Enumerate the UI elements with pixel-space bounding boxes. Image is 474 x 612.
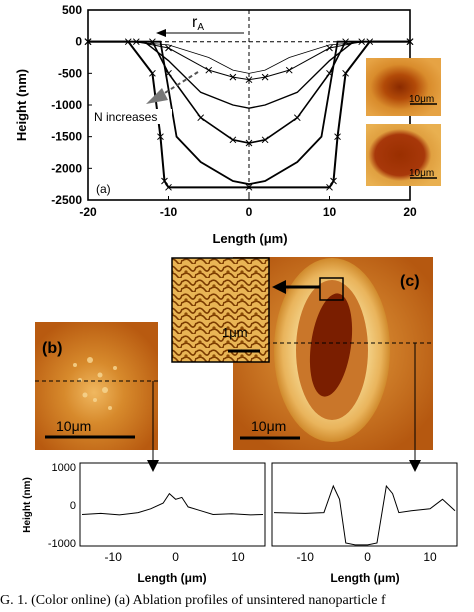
n-arrow-head: [146, 88, 168, 104]
series-marker: [229, 136, 237, 144]
zoom-scale-label: 1μm: [222, 325, 248, 340]
x-tick-label: 10: [423, 550, 437, 564]
series-marker: [285, 66, 293, 74]
afm-c-crater: [309, 293, 353, 397]
afm-images: (b) 10μm 1μm (c) 10μm: [35, 257, 433, 460]
profile-left-frame: [79, 462, 266, 547]
y-tick-label: -2500: [51, 193, 82, 207]
series-marker: [261, 73, 269, 81]
y-tick-label: -1000: [48, 538, 76, 550]
ra-label: rA: [192, 14, 204, 33]
profile-left-ticks: -10 0 10 1000 0 -1000: [48, 462, 245, 564]
afm-inset-1: [366, 58, 441, 116]
profile-left-xlabel: Length (μm): [137, 571, 206, 585]
y-tick-label: -2000: [51, 161, 82, 175]
x-tick-labels: -20 -10 0 10 20: [79, 196, 417, 219]
series-marker: [161, 177, 168, 185]
profile-series-4: [88, 40, 410, 144]
series-marker: [406, 38, 414, 46]
profile-left-series: [81, 492, 264, 516]
profile-left-ylabel: Height (nm): [22, 477, 33, 533]
series-marker: [293, 114, 301, 122]
profiles: -10 0 10 1000 0 -1000 -10 0 10 Height (nm) Leng…: [22, 460, 458, 585]
zoom-arrow-head: [272, 280, 286, 294]
y-tick-label: 0: [75, 35, 82, 49]
afm-c-scale-label: 10μm: [251, 418, 286, 434]
figure-caption: G. 1. (Color online) (a) Ablation profil…: [0, 593, 386, 608]
inset-1-scale-label: 10μm: [409, 94, 434, 105]
zoom-inset: [171, 257, 270, 363]
y-tick-label: 1000: [52, 462, 76, 474]
profile-right-series: [273, 484, 456, 546]
profile-line: [273, 484, 456, 546]
series-marker: [124, 38, 132, 46]
series-marker: [197, 114, 205, 122]
y-axis-title: Height (nm): [14, 69, 29, 141]
x-tick-label: -10: [297, 550, 315, 564]
profile-right-frame: [271, 462, 458, 547]
series-marker: [149, 69, 156, 77]
series-marker: [245, 76, 253, 84]
x-tick-label: -10: [105, 550, 123, 564]
x-tick-label: 0: [364, 550, 371, 564]
x-tick-label: 20: [403, 205, 417, 219]
y-tick-label: -1500: [51, 130, 82, 144]
y-tick-label: -500: [58, 66, 82, 80]
series-marker: [157, 133, 164, 141]
series-marker: [205, 66, 213, 74]
zoom-source-box: [319, 277, 344, 301]
x-tick-label: 10: [323, 205, 337, 219]
series-marker: [229, 73, 237, 81]
y-tick-label: 0: [70, 500, 76, 512]
x-tick-label: 0: [172, 550, 179, 564]
ra-arrow-head: [156, 29, 166, 37]
panel-b-label: (b): [42, 340, 62, 357]
series-marker: [326, 183, 333, 191]
series-marker: [165, 44, 172, 52]
y-tick-label: 500: [62, 3, 82, 17]
profile-right-xlabel: Length (μm): [330, 571, 399, 585]
series-marker: [326, 44, 333, 52]
panel-a-label: (a): [96, 182, 111, 196]
series-marker: [261, 136, 269, 144]
afm-b-scale-label: 10μm: [56, 418, 91, 434]
n-increases-label: N increases: [94, 110, 157, 124]
series-marker: [342, 69, 349, 77]
panel-c-label: (c): [400, 273, 420, 290]
chart-a: 500 0 -500 -1000 -1500 -2000 -2500 -20 -10 0 10 20…: [14, 3, 441, 246]
y-tick-label: -1000: [51, 98, 82, 112]
n-label-bg: [92, 109, 172, 124]
x-tick-label: 10: [231, 550, 245, 564]
x-axis-title: Length (μm): [212, 231, 287, 246]
y-tick-labels: 500 0 -500 -1000 -1500 -2000 -2500: [51, 3, 92, 207]
x-tick-label: -10: [160, 205, 178, 219]
arrow-b-head: [147, 460, 159, 472]
profile-series-5: [88, 40, 410, 186]
afm-b-texture: [73, 357, 117, 410]
inset-2-scale-label: 10μm: [409, 168, 434, 179]
profile-line: [81, 492, 264, 516]
series-marker: [334, 133, 341, 141]
series-marker: [330, 177, 337, 185]
series-marker: [165, 183, 172, 191]
afm-inset-2: [366, 124, 441, 186]
x-tick-label: -20: [79, 205, 97, 219]
n-arrow-dash: [159, 71, 199, 97]
afm-image-b: [35, 322, 158, 450]
profile-right-ticks: -10 0 10: [297, 550, 437, 564]
arrow-c-head: [409, 460, 421, 472]
x-tick-label: 0: [246, 205, 253, 219]
